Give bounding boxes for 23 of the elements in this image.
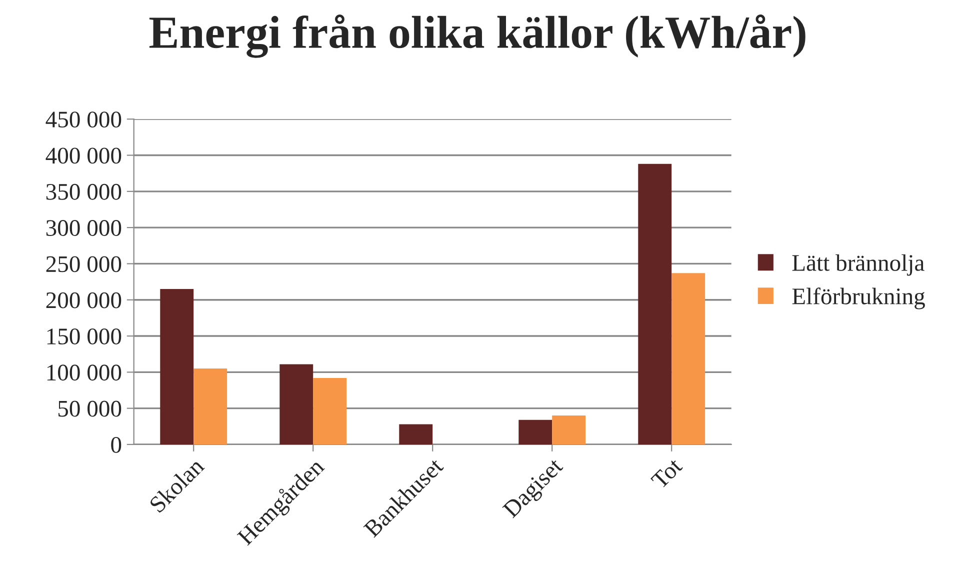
bar: [194, 368, 228, 444]
bar: [638, 164, 672, 444]
bar: [399, 424, 433, 444]
y-tick-label: 200 000: [46, 292, 122, 308]
bar: [518, 420, 552, 444]
y-tick-label: 300 000: [46, 220, 122, 236]
y-tick-label: 150 000: [47, 328, 122, 344]
bar: [313, 378, 347, 444]
bar: [160, 289, 194, 444]
y-tick-label: 0: [111, 436, 122, 453]
y-tick-label: 100 000: [47, 364, 122, 381]
legend-label: Lätt brännolja: [792, 254, 924, 276]
bar: [672, 273, 706, 444]
legend-label: Elförbrukning: [792, 288, 925, 310]
y-tick-label: 250 000: [46, 256, 122, 272]
y-tick-label: 450 000: [46, 112, 122, 128]
bar: [552, 416, 586, 444]
bar: [280, 364, 314, 444]
chart-title: Energi från olika källor (kWh/år): [149, 14, 806, 58]
y-tick-label: 50 000: [58, 400, 122, 417]
y-tick-label: 400 000: [46, 148, 122, 164]
x-tick-label: Tot: [650, 457, 684, 490]
y-tick-label: 350 000: [46, 184, 122, 200]
